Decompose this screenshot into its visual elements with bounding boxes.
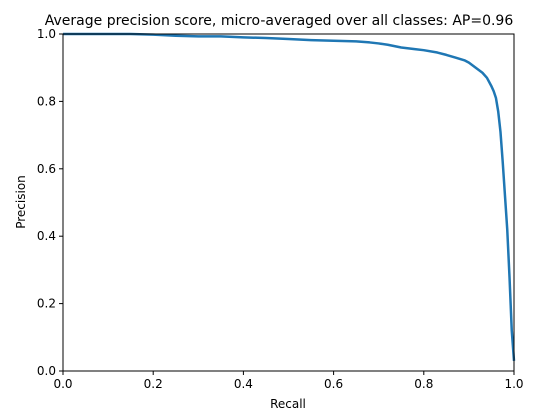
x-tick-label: 0.2: [144, 377, 163, 391]
y-axis-label: Precision: [14, 175, 28, 229]
pr-curve-line: [63, 32, 516, 361]
chart-title: Average precision score, micro-averaged …: [45, 13, 514, 29]
y-tick-label: 0.8: [37, 94, 56, 108]
x-tick-label: 0.8: [414, 377, 433, 391]
x-tick-label: 0.0: [53, 377, 72, 391]
axis-ticks: 0.0 0.2 0.4 0.6 0.8 1.0 0.0 0.2 0.4 0.6 0.8 1.0: [37, 27, 524, 391]
y-tick-label: 0.6: [37, 162, 56, 176]
x-tick-label: 0.6: [324, 377, 343, 391]
y-tick-label: 0.2: [37, 297, 56, 311]
y-tick-label: 0.0: [37, 364, 56, 378]
y-tick-label: 1.0: [37, 27, 56, 41]
axes-frame: [62, 33, 515, 372]
series-layer: [63, 32, 516, 361]
y-tick-label: 0.4: [37, 229, 56, 243]
x-axis-label: Recall: [270, 397, 306, 411]
x-tick-label: 0.4: [234, 377, 253, 391]
x-tick-label: 1.0: [504, 377, 523, 391]
